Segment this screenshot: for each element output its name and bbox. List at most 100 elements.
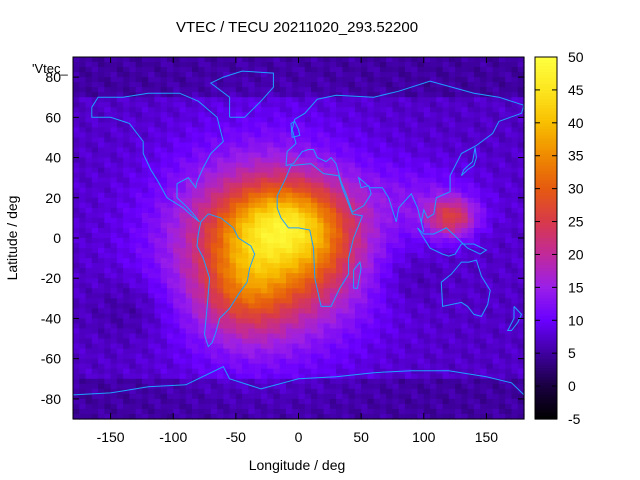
heatmap-cell [204,273,212,279]
heatmap-cell [486,308,494,315]
heatmap-cell [480,368,488,375]
heatmap-cell [455,152,462,159]
heatmap-cell [354,87,362,93]
heatmap-cell [110,232,118,239]
heatmap-cell [185,197,193,204]
heatmap-cell [417,102,425,108]
heatmap-cell [467,97,475,103]
heatmap-cell [267,172,275,179]
heatmap-cell [354,112,362,118]
heatmap-cell [486,268,494,274]
heatmap-cell [148,403,156,410]
heatmap-cell [242,378,249,385]
heatmap-cell [486,363,494,370]
heatmap-cell [505,243,513,249]
heatmap-cell [91,72,99,78]
heatmap-cell [448,97,456,103]
heatmap-cell [198,398,206,405]
heatmap-cell [110,353,118,360]
heatmap-cell [210,72,218,78]
heatmap-cell [448,318,456,325]
heatmap-cell [298,197,306,204]
heatmap-cell [166,338,174,345]
heatmap-cell [248,323,256,330]
heatmap-cell [204,263,212,269]
heatmap-cell [448,333,456,340]
heatmap-cell [116,147,124,154]
heatmap-cell [79,403,87,410]
heatmap-cell [198,283,206,289]
heatmap-cell [104,87,112,93]
heatmap-cell [104,398,112,405]
heatmap-cell [179,268,187,274]
heatmap-cell [461,308,469,315]
heatmap-cell [135,232,143,239]
heatmap-cell [267,227,275,234]
heatmap-cell [379,127,387,134]
heatmap-cell [505,253,513,259]
heatmap-cell [505,197,513,204]
heatmap-cell [229,343,237,350]
heatmap-cell [342,373,350,380]
heatmap-cell [198,308,206,315]
heatmap-cell [285,122,293,128]
heatmap-cell [123,388,130,395]
heatmap-cell [141,248,149,254]
heatmap-cell [260,57,268,63]
heatmap-cell [423,298,431,304]
heatmap-cell [423,363,431,370]
heatmap-cell [292,303,300,309]
heatmap-cell [91,368,99,375]
heatmap-cell [198,187,206,194]
heatmap-cell [498,343,506,350]
heatmap-cell [217,212,224,219]
heatmap-cell [292,243,300,249]
heatmap-cell [323,253,331,259]
heatmap-cell [204,172,212,179]
heatmap-cell [135,107,143,113]
heatmap-cell [148,197,156,204]
heatmap-cell [354,182,362,189]
heatmap-cell [411,62,419,68]
heatmap-cell [398,308,406,315]
heatmap-cell [135,323,143,330]
heatmap-cell [198,383,206,390]
heatmap-cell [123,243,130,249]
heatmap-cell [198,62,206,68]
heatmap-cell [367,72,375,78]
heatmap-cell [229,323,237,330]
heatmap-cell [73,77,80,83]
heatmap-cell [367,268,375,274]
heatmap-cell [135,313,143,320]
heatmap-cell [517,87,525,93]
heatmap-cell [98,162,105,169]
heatmap-cell [217,142,224,149]
heatmap-cell [505,343,513,350]
heatmap-cell [461,248,469,254]
heatmap-cell [430,378,437,385]
heatmap-cell [492,67,500,73]
heatmap-cell [254,303,262,309]
heatmap-cell [273,378,281,385]
heatmap-cell [304,232,312,239]
heatmap-cell [73,328,80,335]
heatmap-cell [129,157,137,164]
heatmap-cell [329,142,337,149]
heatmap-cell [354,263,362,269]
heatmap-cell [235,243,243,249]
heatmap-cell [455,343,462,350]
heatmap-cell [173,217,181,224]
heatmap-cell [248,122,256,128]
heatmap-cell [260,383,268,390]
heatmap-cell [417,122,425,128]
heatmap-cell [436,333,444,340]
heatmap-cell [210,122,218,128]
heatmap-cell [235,398,243,405]
heatmap-cell [455,268,462,274]
heatmap-cell [98,323,105,330]
heatmap-cell [123,358,130,365]
heatmap-cell [411,97,419,103]
heatmap-cell [386,343,394,350]
heatmap-cell [79,338,87,345]
heatmap-cell [279,373,287,380]
